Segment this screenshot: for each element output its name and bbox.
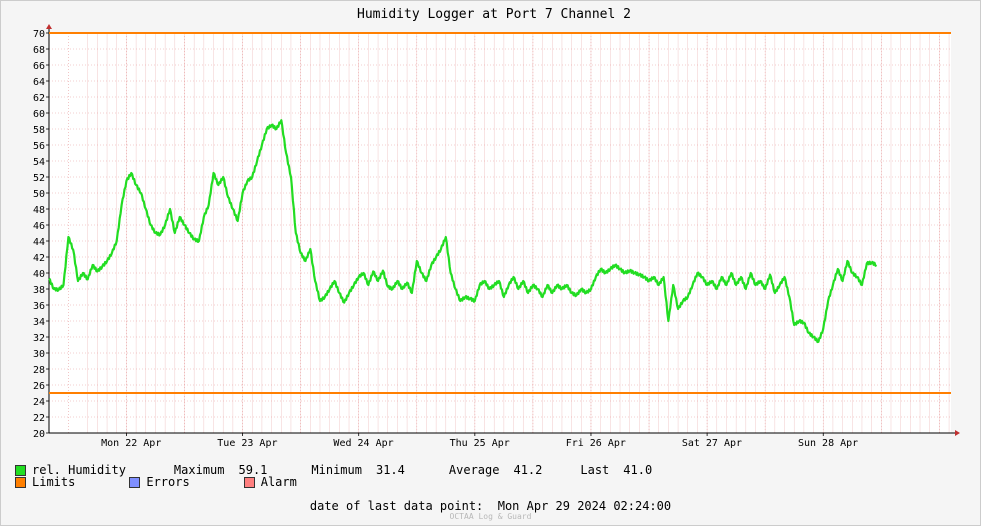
avg-value: 41.2	[513, 463, 543, 477]
y-tick-label: 54	[33, 157, 45, 168]
x-tick-label: Sat 27 Apr	[682, 438, 742, 449]
y-tick-label: 66	[33, 61, 45, 72]
y-tick-label: 22	[33, 413, 45, 424]
y-tick-label: 70	[33, 29, 45, 40]
last-point-label: date of last data point:	[309, 499, 484, 513]
y-tick-label: 30	[33, 349, 45, 360]
humidity-swatch	[15, 464, 26, 476]
max-value: 59.1	[238, 463, 268, 477]
x-tick-label: Wed 24 Apr	[333, 438, 393, 449]
alarm-legend-label: Alarm	[260, 475, 297, 489]
y-axis-arrow	[46, 24, 52, 29]
series-layer	[48, 119, 878, 344]
x-tick-label: Fri 26 Apr	[566, 438, 626, 449]
y-tick-label: 62	[33, 93, 45, 104]
min-label: Minimum	[311, 463, 362, 477]
last-data-point-line: date of last data point: Mon Apr 29 2024…	[0, 499, 981, 513]
legend-row-markers: Limits Errors Alarm	[15, 475, 297, 489]
y-tick-label: 48	[33, 205, 45, 216]
y-tick-label: 32	[33, 333, 45, 344]
y-tick-label: 28	[33, 365, 45, 376]
x-tick-label: Sun 28 Apr	[798, 438, 858, 449]
limits-swatch	[15, 476, 26, 488]
y-tick-label: 26	[33, 381, 45, 392]
alarm-swatch	[243, 476, 255, 488]
y-tick-label: 34	[33, 317, 45, 328]
avg-label: Average	[448, 463, 500, 477]
humidity-series-line	[48, 119, 878, 344]
x-tick-label: Tue 23 Apr	[217, 438, 277, 449]
last-value: 41.0	[623, 463, 653, 477]
x-tick-label: Thu 25 Apr	[450, 438, 510, 449]
y-tick-label: 44	[33, 237, 45, 248]
y-tick-label: 40	[33, 269, 45, 280]
errors-legend-label: Errors	[146, 475, 190, 489]
y-tick-label: 36	[33, 301, 45, 312]
y-tick-label: 38	[33, 285, 45, 296]
x-axis-arrow	[955, 430, 960, 436]
y-tick-label: 50	[33, 189, 45, 200]
y-tick-label: 68	[33, 45, 45, 56]
last-label: Last	[580, 463, 610, 477]
watermark: OCTAA Log & Guard	[449, 512, 532, 521]
y-tick-label: 24	[33, 397, 45, 408]
errors-swatch	[129, 476, 141, 488]
grid	[49, 32, 951, 434]
y-tick-label: 52	[33, 173, 45, 184]
x-tick-label: Mon 22 Apr	[101, 438, 161, 449]
y-tick-label: 20	[33, 429, 45, 440]
last-point-value: Mon Apr 29 2024 02:24:00	[497, 499, 672, 513]
y-tick-label: 60	[33, 109, 45, 120]
max-label: Maximum	[173, 463, 225, 477]
plot-area	[49, 33, 951, 433]
y-tick-label: 46	[33, 221, 45, 232]
y-tick-label: 56	[33, 141, 45, 152]
tick-labels: 20 22 24 26 28 30 32 34 36 38 40 42 44 46 48 50 52 54 56 58…	[33, 29, 858, 449]
limit-lines	[49, 32, 951, 394]
y-tick-label: 58	[33, 125, 45, 136]
y-tick-label: 64	[33, 77, 45, 88]
legend-row-stats: rel. Humidity Maximum 59.1 Minimum 31.4 …	[15, 463, 652, 477]
chart-title: Humidity Logger at Port 7 Channel 2	[357, 7, 631, 22]
min-value: 31.4	[375, 463, 405, 477]
axes	[46, 24, 960, 436]
limits-legend-label: Limits	[32, 475, 76, 489]
humidity-legend-label: rel. Humidity	[32, 463, 126, 477]
y-tick-label: 42	[33, 253, 45, 264]
